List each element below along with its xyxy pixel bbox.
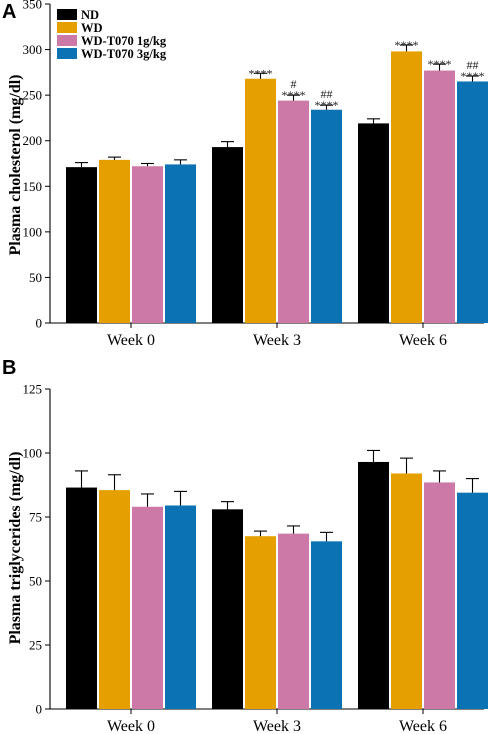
panel-b-category-label: Week 3 bbox=[253, 718, 301, 734]
panel-b-bar bbox=[132, 506, 163, 709]
legend-swatch bbox=[57, 48, 77, 59]
panel-a-significance-stars: **** bbox=[282, 88, 306, 102]
panel-b-category-label: Week 6 bbox=[399, 718, 447, 734]
panel-a-category-label: Week 0 bbox=[107, 332, 155, 349]
panel-b-bar bbox=[165, 505, 196, 709]
panel-b-bar bbox=[311, 541, 342, 709]
panel-b-bar bbox=[424, 482, 455, 709]
panel-a-ytick-label: 300 bbox=[23, 42, 43, 57]
panel-b-bar bbox=[457, 492, 488, 709]
panel-a-ytick-label: 150 bbox=[23, 179, 43, 194]
panel-a-significance-hash: ## bbox=[321, 87, 333, 101]
legend-label: WD-T070 3g/kg bbox=[81, 47, 167, 61]
legend-swatch bbox=[57, 22, 77, 33]
panel-b-ytick-label: 125 bbox=[23, 382, 43, 397]
panel-a-significance-stars: **** bbox=[315, 98, 339, 112]
panel-b-bar bbox=[358, 461, 389, 709]
panel-a-bar bbox=[66, 167, 97, 323]
panel-a-plot: 0 50 100 150 200 250 300 350 Week 0 Week 3 Week 6 *… bbox=[23, 0, 488, 349]
legend-label: ND bbox=[81, 8, 99, 22]
legend-label: WD-T070 1g/kg bbox=[81, 34, 167, 48]
panel-a-significance-stars: **** bbox=[395, 38, 419, 52]
panel-a-ytick-label: 350 bbox=[23, 0, 43, 12]
panel-b-ylabel: Plasma triglycerides (mg/dl) bbox=[7, 452, 24, 645]
panel-b-category-label: Week 0 bbox=[107, 718, 155, 734]
legend-swatch bbox=[57, 9, 77, 20]
panel-a-significance-stars: **** bbox=[461, 69, 485, 83]
panel-a-category-label: Week 6 bbox=[399, 332, 447, 349]
panel-a-ytick-label: 100 bbox=[23, 224, 43, 239]
panel-a-bar bbox=[99, 159, 130, 323]
panel-a-bar bbox=[245, 78, 276, 323]
panel-a-bar bbox=[424, 70, 455, 323]
panel-a-significance-stars: **** bbox=[428, 57, 452, 71]
panel-a-ytick-label: 250 bbox=[23, 88, 43, 103]
panel-a-letter: A bbox=[2, 1, 16, 23]
panel-a-bar bbox=[212, 147, 243, 323]
panel-b-bar bbox=[212, 509, 243, 709]
panel-b-bar bbox=[278, 533, 309, 709]
panel-a-ylabel: Plasma cholesterol (mg/dl) bbox=[7, 74, 24, 255]
panel-b-plot: 0 25 50 75 100 125 Week 0 Week 3 Week 6 bbox=[23, 382, 488, 734]
panel-b-letter: B bbox=[2, 357, 16, 379]
panel-a-bar bbox=[358, 123, 389, 323]
panel-a-bar bbox=[278, 100, 309, 324]
panel-a-ytick-label: 0 bbox=[36, 316, 43, 331]
panel-a-significance-hash: # bbox=[291, 77, 297, 91]
panel-b-ytick-label: 50 bbox=[29, 574, 42, 589]
panel-b-ytick-label: 25 bbox=[29, 638, 42, 653]
panel-a-bar bbox=[132, 166, 163, 323]
panel-a-bar bbox=[311, 109, 342, 324]
panel-a-bar bbox=[391, 51, 422, 323]
panel-b-ytick-label: 0 bbox=[36, 702, 43, 717]
panel-b-ytick-label: 75 bbox=[29, 510, 42, 525]
panel-a-category-label: Week 3 bbox=[253, 332, 301, 349]
panel-b-ytick-label: 100 bbox=[23, 446, 43, 461]
panel-b-bar bbox=[99, 490, 130, 709]
legend-label: WD bbox=[81, 21, 103, 35]
panel-b-bar bbox=[245, 536, 276, 709]
panel-a-bar bbox=[165, 164, 196, 323]
panel-a-significance-hash: ## bbox=[467, 58, 479, 72]
panel-a-ytick-label: 200 bbox=[23, 133, 43, 148]
panel-a-significance-stars: **** bbox=[249, 66, 273, 80]
legend-swatch bbox=[57, 35, 77, 46]
panel-a-ytick-label: 50 bbox=[29, 270, 42, 285]
panel-b-bar bbox=[66, 487, 97, 709]
panel-a-bar bbox=[457, 81, 488, 323]
panel-b-bar bbox=[391, 473, 422, 709]
